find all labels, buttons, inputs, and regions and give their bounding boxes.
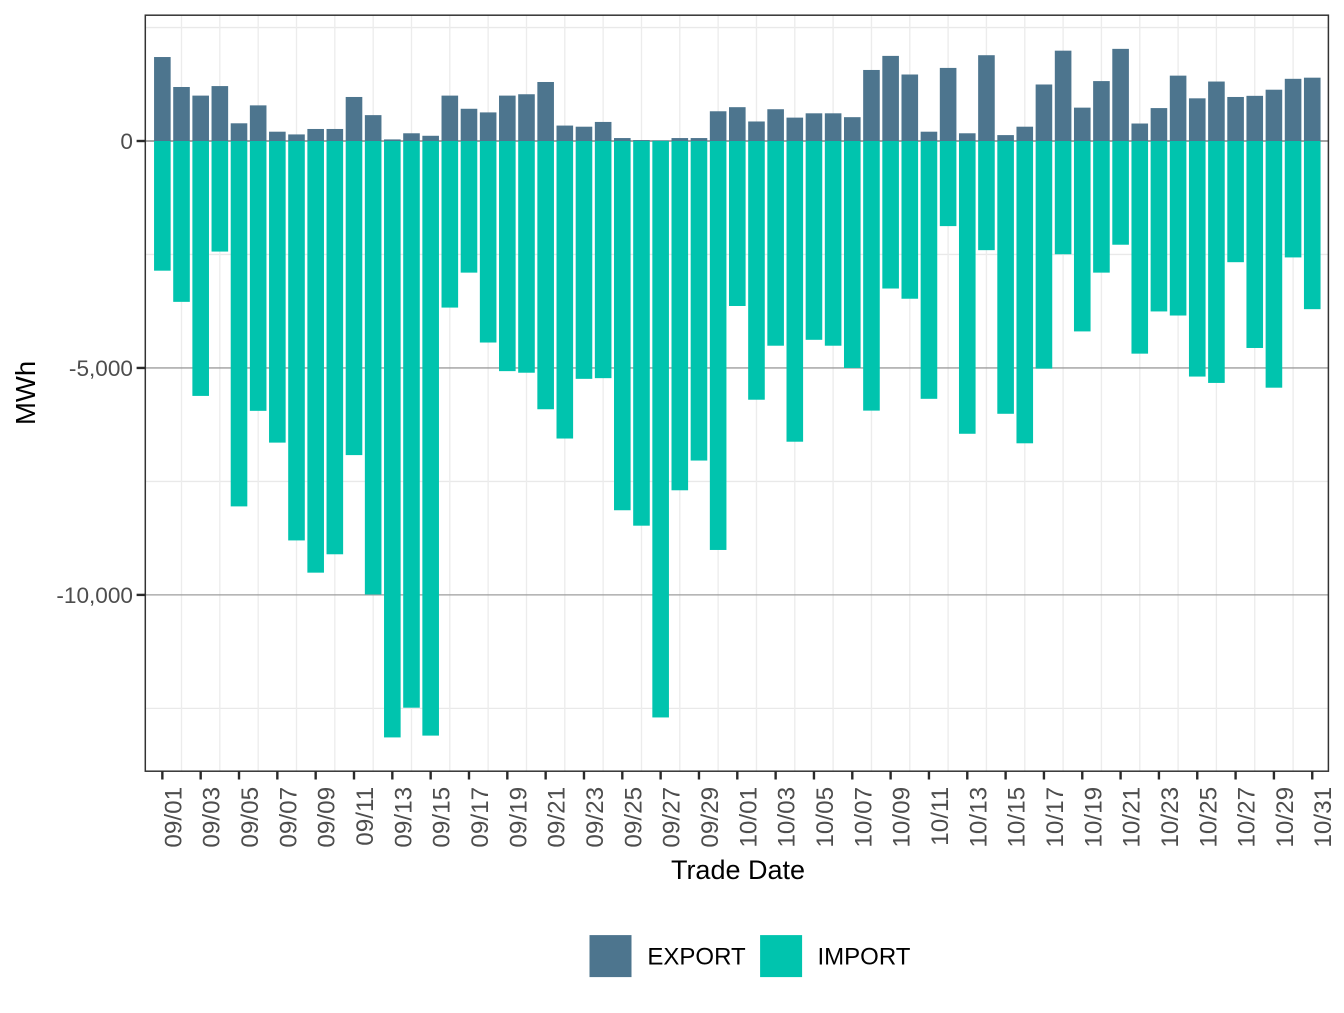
svg-text:MWh: MWh [10,361,41,425]
svg-text:10/27: 10/27 [1234,787,1261,848]
svg-text:09/03: 09/03 [199,787,226,848]
svg-text:09/01: 09/01 [160,787,187,848]
svg-text:09/21: 09/21 [544,787,571,848]
svg-text:09/19: 09/19 [505,787,532,848]
svg-text:0: 0 [120,129,133,154]
svg-text:09/23: 09/23 [582,787,609,848]
svg-text:-5,000: -5,000 [69,356,133,381]
svg-text:09/27: 09/27 [659,787,686,848]
svg-text:10/29: 10/29 [1272,787,1299,848]
svg-text:10/21: 10/21 [1119,787,1146,848]
svg-text:09/07: 09/07 [275,787,302,848]
svg-text:10/15: 10/15 [1004,787,1031,848]
svg-text:09/15: 09/15 [429,787,456,848]
svg-text:10/17: 10/17 [1042,787,1069,848]
svg-text:09/05: 09/05 [237,787,264,848]
svg-text:10/25: 10/25 [1195,787,1222,848]
svg-text:10/07: 10/07 [850,787,877,848]
svg-text:10/09: 10/09 [889,787,916,848]
svg-text:10/31: 10/31 [1310,787,1337,848]
svg-text:09/17: 09/17 [467,787,494,848]
svg-text:10/13: 10/13 [965,787,992,848]
svg-text:IMPORT: IMPORT [818,944,911,971]
svg-text:09/11: 09/11 [352,787,379,846]
svg-text:10/23: 10/23 [1157,787,1184,848]
svg-text:09/13: 09/13 [390,787,417,848]
svg-text:-10,000: -10,000 [56,583,133,608]
svg-text:09/09: 09/09 [314,787,341,848]
svg-text:10/01: 10/01 [735,787,762,848]
svg-text:EXPORT: EXPORT [647,944,746,971]
svg-text:09/25: 09/25 [620,787,647,848]
svg-text:10/19: 10/19 [1080,787,1107,848]
svg-text:10/11: 10/11 [927,787,954,846]
svg-text:09/29: 09/29 [697,787,724,848]
svg-text:10/03: 10/03 [774,787,801,848]
svg-text:10/05: 10/05 [812,787,839,848]
svg-text:Trade Date: Trade Date [671,855,805,885]
